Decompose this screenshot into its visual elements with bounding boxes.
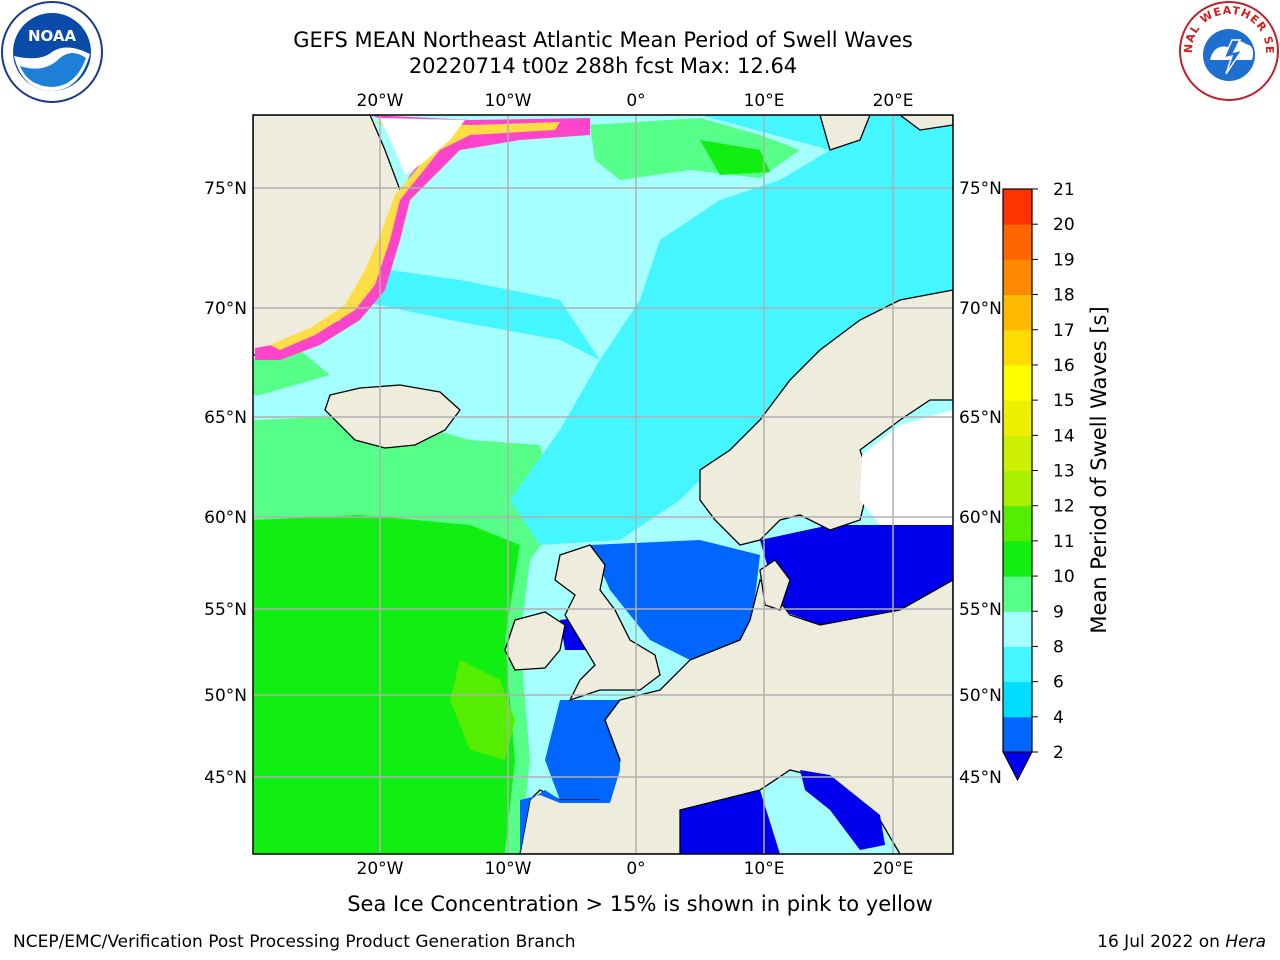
lon-label-top: 0° bbox=[626, 91, 645, 111]
colorbar-tick-label: 19 bbox=[1053, 250, 1075, 270]
colorbar-tick-label: 20 bbox=[1053, 215, 1075, 235]
gulf-of-bothnia-ice bbox=[860, 410, 953, 525]
lat-label-right: 55°N bbox=[959, 600, 1002, 620]
colorbar-tick-label: 18 bbox=[1053, 286, 1075, 306]
lat-label-left: 65°N bbox=[204, 408, 247, 428]
colorbar-tick-label: 10 bbox=[1053, 567, 1075, 587]
lat-label-left: 45°N bbox=[204, 768, 247, 788]
lon-label-top: 10°W bbox=[485, 91, 532, 111]
footer-date-text: 16 Jul 2022 on bbox=[1097, 932, 1220, 952]
map-gridlines bbox=[253, 115, 953, 854]
colorbar-tick-label: 16 bbox=[1053, 356, 1075, 376]
colorbar-tick-label: 13 bbox=[1053, 462, 1075, 482]
colorbar-title: Mean Period of Swell Waves [s] bbox=[1087, 306, 1111, 633]
colorbar-segment bbox=[1003, 505, 1032, 542]
colorbar-segment bbox=[1003, 400, 1032, 436]
colorbar-tick-label: 14 bbox=[1053, 426, 1075, 446]
lat-label-left: 75°N bbox=[204, 179, 247, 199]
ocean-period-10-11-north bbox=[700, 140, 770, 175]
lon-label-bottom: 0° bbox=[626, 859, 645, 879]
colorbar-segment bbox=[1003, 294, 1032, 331]
ocean-period-6-8-west bbox=[355, 270, 600, 360]
colorbar-segment bbox=[1003, 329, 1032, 366]
colorbar-segment bbox=[1003, 224, 1032, 260]
noaa-logo: NOAA bbox=[1, 1, 103, 103]
colorbar-tick-label: 6 bbox=[1053, 673, 1064, 693]
lon-label-top: 20°E bbox=[873, 91, 914, 111]
colorbar-segment bbox=[1003, 540, 1032, 577]
colorbar-under-extension bbox=[1002, 751, 1033, 782]
colorbar-segment bbox=[1003, 470, 1032, 507]
great-britain-land bbox=[554, 544, 661, 702]
lat-label-right: 65°N bbox=[959, 408, 1002, 428]
ocean-period-10-11 bbox=[253, 515, 520, 854]
colorbar-tick-label: 4 bbox=[1053, 708, 1064, 728]
sea-ice-note: Sea Ice Concentration > 15% is shown in … bbox=[347, 892, 933, 916]
lon-label-bottom: 10°W bbox=[485, 859, 532, 879]
colorbar-segment bbox=[1003, 364, 1032, 401]
colorbar-labels: 2 4 6 8 9 10 11 12 13 14 15 16 17 18 19 20 21 bbox=[1032, 180, 1075, 763]
noaa-logo-text: NOAA bbox=[28, 27, 77, 45]
colorbar-segment bbox=[1003, 259, 1032, 296]
lat-label-right: 75°N bbox=[959, 179, 1002, 199]
lon-label-top: 10°E bbox=[744, 91, 785, 111]
footer-credit: NCEP/EMC/Verification Post Processing Pr… bbox=[13, 932, 576, 952]
ocean-period-11-12 bbox=[450, 660, 515, 760]
colorbar-tick-label: 17 bbox=[1053, 321, 1075, 341]
colorbar-tick-label: 21 bbox=[1053, 180, 1075, 200]
colorbar-tick-label: 11 bbox=[1053, 532, 1075, 552]
lat-label-right: 50°N bbox=[959, 686, 1002, 706]
colorbar-tick-label: 2 bbox=[1053, 743, 1064, 763]
colorbar-segment bbox=[1003, 681, 1032, 718]
colorbar-tick-label: 15 bbox=[1053, 391, 1075, 411]
nws-logo: NATIONAL WEATHER SERVICE bbox=[1178, 0, 1279, 101]
footer-date: 16 Jul 2022 on Hera bbox=[1097, 932, 1266, 952]
map-frame bbox=[252, 114, 954, 855]
colorbar-segment bbox=[1003, 435, 1032, 471]
chart-title: GEFS MEAN Northeast Atlantic Mean Period… bbox=[293, 28, 913, 52]
colorbar-segment bbox=[1003, 646, 1032, 683]
colorbar-segment bbox=[1003, 611, 1032, 647]
footer-machine: Hera bbox=[1225, 932, 1266, 952]
colorbar-tick-label: 12 bbox=[1053, 497, 1075, 517]
lon-label-top: 20°W bbox=[357, 91, 404, 111]
ocean-period-9-10-west bbox=[253, 350, 330, 395]
colorbar-segment bbox=[1003, 189, 1032, 225]
lat-label-left: 60°N bbox=[204, 508, 247, 528]
svalbard-east-land bbox=[898, 115, 953, 131]
colorbar-segment bbox=[1003, 716, 1032, 753]
sea-ice-white bbox=[380, 118, 465, 175]
lon-label-bottom: 10°E bbox=[744, 859, 785, 879]
colorbar-tick-label: 9 bbox=[1053, 602, 1064, 622]
lat-label-right: 60°N bbox=[959, 508, 1002, 528]
svalbard-land bbox=[819, 115, 871, 151]
north-sea-period-2-4 bbox=[590, 540, 760, 660]
chart-subtitle: 20220714 t00z 288h fcst Max: 12.64 bbox=[408, 54, 798, 78]
ireland-land bbox=[504, 611, 566, 671]
lat-label-left: 50°N bbox=[204, 686, 247, 706]
adriatic-period-under-2 bbox=[800, 770, 885, 850]
lat-label-left: 55°N bbox=[204, 600, 247, 620]
lat-label-left: 70°N bbox=[204, 299, 247, 319]
lon-label-bottom: 20°E bbox=[873, 859, 914, 879]
lat-label-right: 70°N bbox=[959, 299, 1002, 319]
colorbar-segment bbox=[1003, 576, 1032, 612]
lon-label-bottom: 20°W bbox=[357, 859, 404, 879]
lat-label-right: 45°N bbox=[959, 768, 1002, 788]
colorbar-tick-label: 8 bbox=[1053, 637, 1064, 657]
ocean-period-6-8 bbox=[510, 115, 953, 545]
colorbar-segments bbox=[1002, 188, 1033, 782]
baltic-period-under-2 bbox=[760, 525, 953, 625]
